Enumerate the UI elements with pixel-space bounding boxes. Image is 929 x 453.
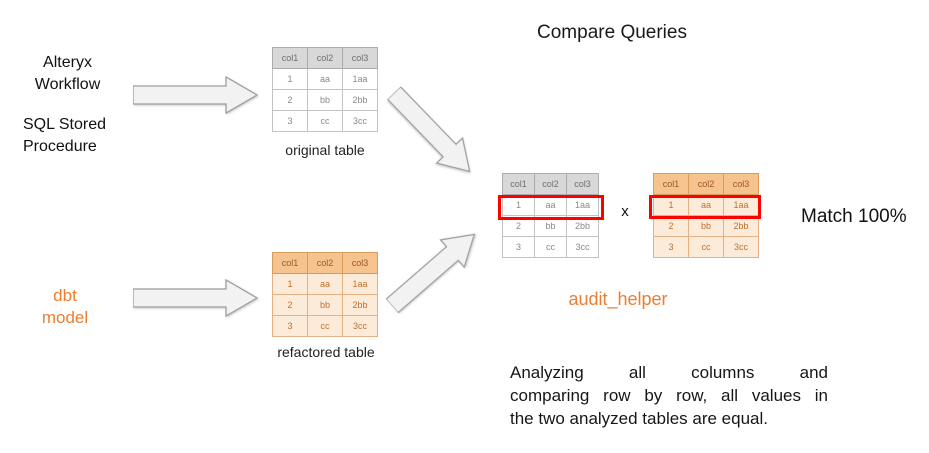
table-header-cell: col3 — [342, 47, 378, 69]
table-header-cell: col3 — [342, 252, 378, 274]
label-alteryx-workflow: Alteryx Workflow — [34, 54, 101, 93]
description-line: comparing row by row, all values in — [510, 386, 828, 405]
table-row: 1 aa 1aa — [272, 273, 378, 295]
arrow-right-top-icon — [133, 76, 258, 114]
table-header-cell: col3 — [723, 173, 759, 195]
description-paragraph: Analyzing all columns and comparing row … — [510, 361, 828, 430]
original-table: col1 col2 col3 1 aa 1aa 2 bb 2bb 3 cc 3c… — [272, 47, 378, 132]
table-row: 2 bb 2bb — [272, 294, 378, 316]
table-header-cell: col2 — [307, 252, 343, 274]
audit-helper-label: audit_helper — [568, 289, 668, 309]
table-row: 2 bb 2bb — [502, 215, 599, 237]
table-row: 3 cc 3cc — [272, 315, 378, 337]
label-sql-stored-procedure: SQL Stored Procedure — [23, 116, 107, 155]
multiply-operator: x — [621, 203, 629, 220]
table-row: 3 cc 3cc — [272, 110, 378, 132]
arrow-right-bottom-icon — [133, 279, 258, 317]
table-row: 2 bb 2bb — [653, 215, 759, 237]
table-row: 3 cc 3cc — [653, 236, 759, 258]
description-line: the two analyzed tables are equal. — [510, 409, 769, 428]
match-result-label: Match 100% — [801, 206, 907, 227]
page-title: Compare Queries — [537, 22, 687, 43]
table-header-cell: col1 — [272, 252, 308, 274]
table-row: 1 aa 1aa — [272, 68, 378, 90]
row-highlight-right — [649, 195, 761, 219]
compare-table-right: col1 col2 col3 1 aa 1aa 2 bb 2bb 3 cc 3c… — [653, 173, 759, 258]
table-header-cell: col2 — [534, 173, 567, 195]
table-header-cell: col3 — [566, 173, 599, 195]
table-header-cell: col2 — [307, 47, 343, 69]
arrow-diagonal-up-icon — [385, 233, 476, 314]
table-header-cell: col1 — [502, 173, 535, 195]
table-header-cell: col1 — [653, 173, 689, 195]
row-highlight-left — [498, 195, 604, 220]
label-dbt-model: dbt model — [41, 286, 89, 327]
table-row: 3 cc 3cc — [502, 236, 599, 258]
arrow-diagonal-down-icon — [386, 85, 471, 173]
refactored-table: col1 col2 col3 1 aa 1aa 2 bb 2bb 3 cc 3c… — [272, 252, 378, 337]
table-header-cell: col2 — [688, 173, 724, 195]
table-header-cell: col1 — [272, 47, 308, 69]
description-line: Analyzing all columns and — [510, 363, 828, 382]
table-row: 2 bb 2bb — [272, 89, 378, 111]
refactored-table-caption: refactored table — [277, 344, 375, 360]
original-table-caption: original table — [285, 142, 365, 158]
compare-table-left: col1 col2 col3 1 aa 1aa 2 bb 2bb 3 cc 3c… — [502, 173, 599, 258]
